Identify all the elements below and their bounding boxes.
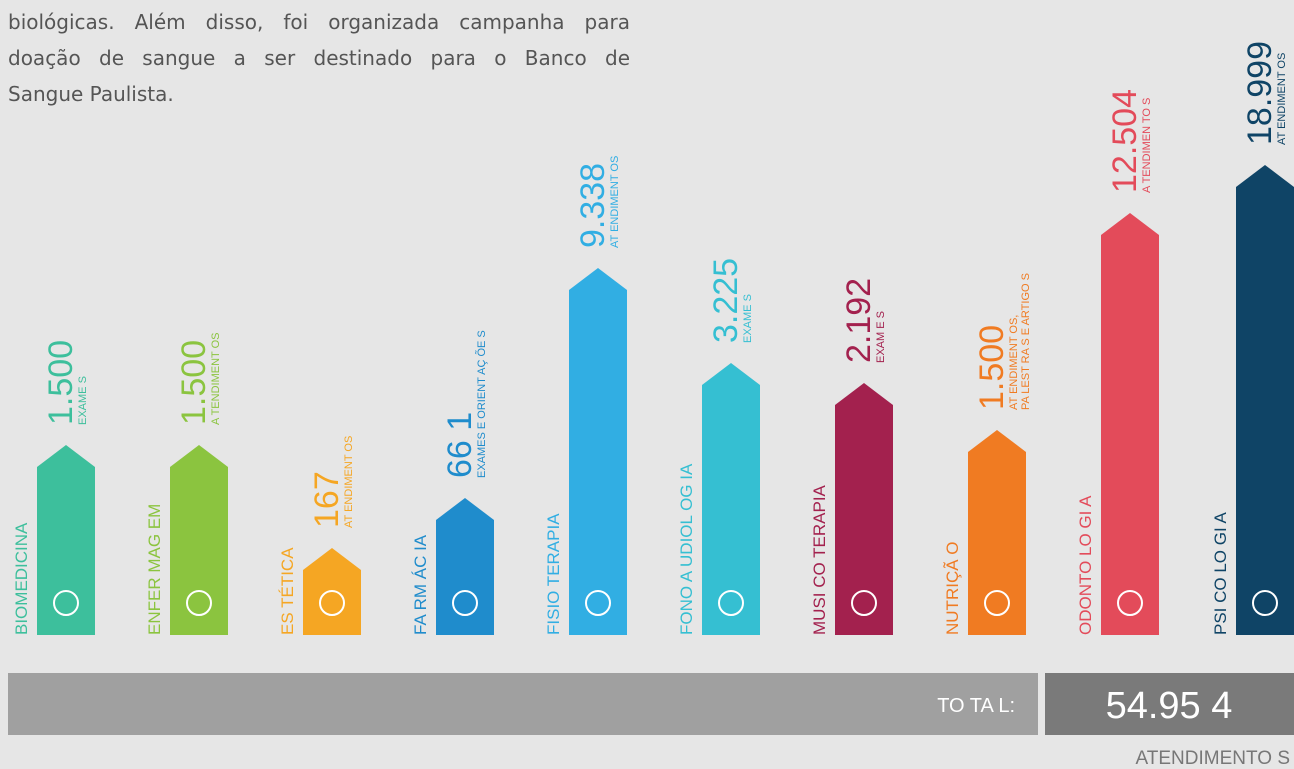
item-name: FONO A UDIOL OG IA [677,463,696,635]
total-label: TO TA L: [937,695,1015,717]
intro-line: Sangue Paulista. [8,82,174,106]
item-unit: AT ENDIMENT OS [1276,53,1288,145]
item-value: 12.504 [1106,89,1144,193]
item-name: FA RM ÁC IA [411,534,430,635]
item-unit: EXAM E S [875,311,887,363]
arrow-bar [436,498,494,635]
icon [186,590,212,616]
arrow-bar [1236,165,1294,635]
item-name: ES TÉTICA [278,547,297,635]
item-unit: PA LEST RA S E ARTIGO S [1020,273,1032,410]
arrow-bar [835,383,893,635]
icon [1117,590,1143,616]
intro-text: biológicas. Além disso, foi organizada c… [8,4,630,112]
icon [452,590,478,616]
item-value: 9.338 [574,163,612,248]
item-unit: EXAME S [77,376,89,425]
total-box [1045,673,1294,735]
item-value: 167 [308,471,346,528]
icon [319,590,345,616]
intro-line: doação de sangue a ser destinado para o … [8,46,630,70]
item-value: 1.500 [42,340,80,425]
icon [851,590,877,616]
item-name: BIOMEDICINA [12,522,31,635]
item-unit: A TENDIMEN TO S [1141,98,1153,193]
item-value: 18.999 [1241,41,1279,145]
item-name: PSI CO LO GI A [1211,512,1230,635]
icon [585,590,611,616]
total-unit: ATENDIMENTO S [1136,748,1290,769]
item-value: 66 1 [441,412,479,478]
item-unit: A TENDIMENT OS [210,332,222,425]
icon [1252,590,1278,616]
item-name: FISIO TERAPIA [544,513,563,635]
arrow-bar [702,363,760,635]
item-unit: AT ENDIMENT OS, [1008,315,1020,410]
item-name: ODONTO LO GI A [1076,495,1095,635]
item-unit: EXAME S [742,294,754,343]
item-value: 1.500 [175,340,213,425]
arrow-bar [569,268,627,635]
arrow-bar [968,430,1026,635]
item-unit: AT ENDIMENT OS [343,436,355,528]
item-unit: EXAMES E ORIENT AÇ ÕE S [475,330,488,478]
total-bar [8,673,1038,735]
item-name: ENFER MAG EM [145,504,164,635]
arrow-bar [170,445,228,635]
item-name: NUTRIÇÃ O [943,542,962,636]
item-value: 1.500 [973,325,1011,410]
arrow-bar [1101,213,1159,635]
item-name: MUSI CO TERAPIA [810,484,829,635]
item-value: 2.192 [840,278,878,363]
item-unit: AT ENDIMENT OS [609,156,621,248]
total-value: 54.95 4 [1106,685,1233,727]
icon [718,590,744,616]
icon [53,590,79,616]
intro-line: biológicas. Além disso, foi organizada c… [8,10,630,34]
icon [984,590,1010,616]
arrow-bar [37,445,95,635]
item-value: 3.225 [707,258,745,343]
